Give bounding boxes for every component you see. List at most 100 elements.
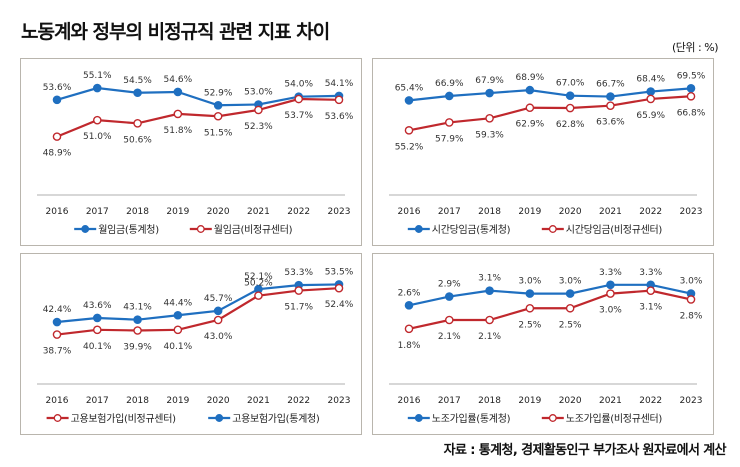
data-label: 53.6% <box>325 112 354 122</box>
data-label: 62.9% <box>516 120 545 130</box>
x-tick-label: 2018 <box>478 396 501 406</box>
data-label: 3.1% <box>478 274 501 284</box>
data-label: 69.5% <box>677 71 706 81</box>
data-point <box>294 286 304 295</box>
x-tick-label: 2022 <box>287 207 310 217</box>
legend-label: 시간당임금(통계청) <box>432 223 511 236</box>
data-label: 48.9% <box>43 149 72 159</box>
legend-label: 시간당임금(비정규센터) <box>566 223 663 236</box>
chart-svg: 2016 2017 2018 2019 2020 2021 2022 2023 53.6% 55.… <box>37 71 354 236</box>
data-label: 3.0% <box>559 277 582 287</box>
data-point <box>254 291 263 300</box>
data-point <box>485 114 494 123</box>
data-label: 3.0% <box>518 277 541 287</box>
data-label: 50.6% <box>123 135 152 145</box>
data-point <box>404 301 414 310</box>
data-label: 59.3% <box>475 130 504 140</box>
data-label: 43.1% <box>123 303 152 313</box>
legend-label: 월임금(통계청) <box>98 223 159 236</box>
data-point <box>444 91 454 101</box>
x-tick-label: 2017 <box>438 396 461 406</box>
x-tick-label: 2020 <box>207 396 230 406</box>
x-tick-label: 2016 <box>46 207 69 217</box>
x-tick-label: 2023 <box>328 207 351 217</box>
chart-svg: 2016 2017 2018 2019 2020 2021 2022 2023 42.4% 43.… <box>37 267 354 425</box>
data-label: 53.3% <box>284 268 313 278</box>
data-point <box>52 132 62 141</box>
data-point <box>525 289 535 298</box>
data-label: 55.2% <box>395 142 424 152</box>
legend-label: 월임금(비정규센터) <box>214 223 293 236</box>
data-label: 51.8% <box>164 126 193 136</box>
data-point <box>525 303 535 313</box>
x-tick-label: 2023 <box>680 396 703 406</box>
data-label: 67.9% <box>475 76 504 86</box>
chart-monthly-wage: 2016 2017 2018 2019 2020 2021 2022 2023 53.6% 55.… <box>20 58 362 246</box>
data-point <box>525 103 535 113</box>
data-point <box>606 289 615 298</box>
data-point <box>444 118 454 127</box>
x-tick-label: 2016 <box>398 207 421 217</box>
data-label: 2.1% <box>478 332 501 342</box>
data-label: 39.9% <box>123 342 152 352</box>
data-label: 2.9% <box>438 280 461 290</box>
legend-item: 고용보험가입(통계청) <box>208 412 320 425</box>
data-point <box>213 111 223 121</box>
x-tick-label: 2018 <box>126 396 149 406</box>
data-point <box>606 92 615 101</box>
data-label: 45.7% <box>204 294 233 304</box>
data-point <box>646 87 656 96</box>
data-point <box>334 283 344 293</box>
x-tick-label: 2017 <box>438 207 461 217</box>
data-label: 44.4% <box>164 298 193 308</box>
data-label: 66.7% <box>596 80 625 90</box>
data-point <box>52 95 62 105</box>
data-label: 42.4% <box>43 305 72 315</box>
data-point <box>646 286 656 295</box>
x-tick-label: 2018 <box>126 207 149 217</box>
x-tick-label: 2019 <box>166 207 189 217</box>
legend-marker <box>215 414 224 422</box>
data-label: 3.0% <box>680 277 703 287</box>
data-point <box>213 100 223 110</box>
data-label: 52.3% <box>244 122 273 132</box>
data-label: 50.2% <box>244 279 273 289</box>
series-line <box>408 289 692 330</box>
data-point <box>565 103 575 113</box>
data-point <box>686 91 696 101</box>
chart-union-membership: 2016 2017 2018 2019 2020 2021 2022 2023 2.6% 2.9%… <box>372 253 714 435</box>
data-label: 66.9% <box>435 79 464 89</box>
legend-marker <box>81 225 90 233</box>
x-tick-label: 2017 <box>86 207 109 217</box>
data-label: 65.4% <box>395 83 424 93</box>
x-tick-label: 2021 <box>247 207 270 217</box>
data-point <box>173 109 183 119</box>
data-label: 53.7% <box>284 111 313 121</box>
data-point <box>52 317 62 327</box>
legend-item: 시간당임금(비정규센터) <box>541 223 663 236</box>
x-tick-label: 2020 <box>559 207 582 217</box>
data-label: 3.3% <box>639 268 662 278</box>
series-line <box>56 86 340 107</box>
legend-item: 월임금(비정규센터) <box>189 223 293 236</box>
data-point <box>52 330 62 339</box>
page-title: 노동계와 정부의 비정규직 관련 지표 차이 <box>21 21 330 43</box>
data-label: 2.8% <box>680 311 703 321</box>
x-tick-label: 2020 <box>207 207 230 217</box>
data-point <box>133 88 142 98</box>
data-point <box>686 295 696 304</box>
series-line <box>56 283 340 324</box>
data-point <box>173 87 183 97</box>
data-label: 38.7% <box>43 347 72 357</box>
data-point <box>173 325 183 335</box>
series-line <box>408 283 692 307</box>
data-label: 52.9% <box>204 88 233 98</box>
data-label: 40.1% <box>164 342 193 352</box>
data-label: 53.6% <box>43 83 72 93</box>
source-note: 자료 : 통계청, 경제활동인구 부가조사 원자료에서 계산 <box>443 443 727 458</box>
x-tick-label: 2023 <box>328 396 351 406</box>
data-label: 2.6% <box>398 288 421 298</box>
data-point <box>404 126 414 135</box>
data-label: 43.6% <box>83 301 112 311</box>
data-label: 2.5% <box>559 320 582 330</box>
